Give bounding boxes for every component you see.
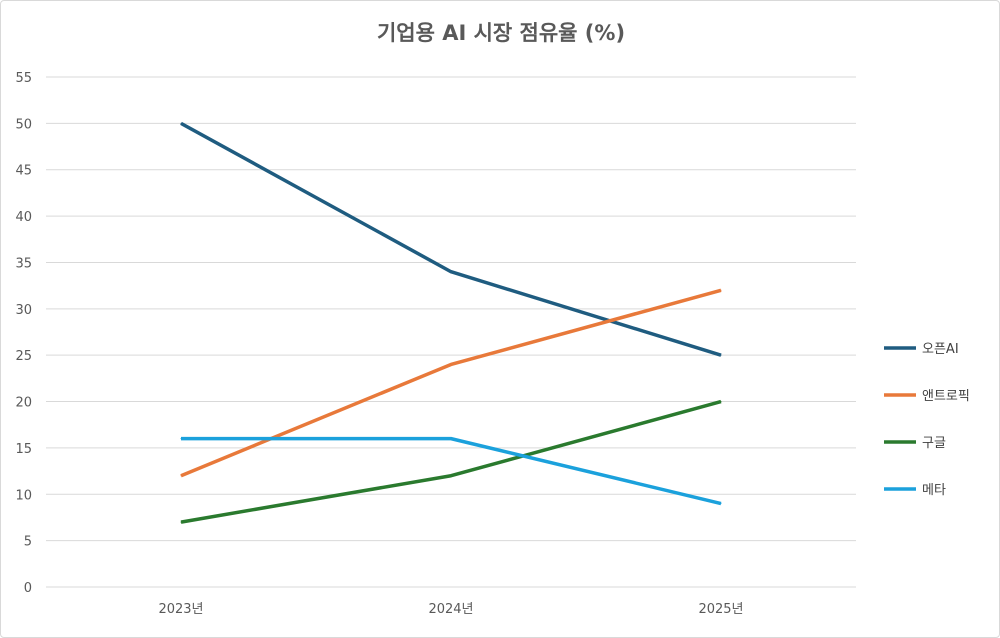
data-point bbox=[180, 122, 182, 124]
data-point bbox=[720, 354, 722, 356]
data-point bbox=[180, 521, 182, 523]
x-axis: 2023년 2024년 2025년 bbox=[158, 602, 743, 617]
y-tick-label: 50 bbox=[15, 117, 32, 132]
data-point bbox=[450, 475, 452, 477]
data-point bbox=[720, 503, 722, 505]
x-tick-label: 2024년 bbox=[428, 602, 473, 617]
y-tick-label: 35 bbox=[15, 256, 32, 271]
data-point bbox=[180, 475, 182, 477]
data-point bbox=[450, 363, 452, 365]
x-tick-label: 2025년 bbox=[698, 602, 743, 617]
y-tick-label: 45 bbox=[15, 164, 32, 179]
y-tick-label: 15 bbox=[15, 442, 32, 457]
y-tick-label: 25 bbox=[15, 349, 32, 364]
y-tick-label: 0 bbox=[24, 581, 32, 596]
y-tick-label: 40 bbox=[15, 210, 32, 225]
y-tick-label: 30 bbox=[15, 303, 32, 318]
data-point bbox=[720, 401, 722, 403]
chart-title: 기업용 AI 시장 점유율 (%) bbox=[376, 21, 626, 45]
y-tick-label: 10 bbox=[15, 488, 32, 503]
legend-label: 오픈AI bbox=[922, 342, 959, 357]
x-tick-label: 2023년 bbox=[158, 602, 203, 617]
data-point bbox=[180, 438, 182, 440]
y-tick-label: 55 bbox=[15, 71, 32, 86]
legend-label: 메타 bbox=[922, 483, 946, 498]
series-line-0 bbox=[180, 121, 722, 357]
gridlines bbox=[46, 76, 856, 588]
series-line-2 bbox=[180, 399, 722, 524]
y-tick-label: 5 bbox=[24, 535, 32, 550]
data-point bbox=[720, 289, 722, 291]
series-lines bbox=[180, 121, 722, 524]
y-tick-label: 20 bbox=[15, 396, 32, 411]
legend-label: 구글 bbox=[922, 436, 946, 451]
data-point bbox=[450, 438, 452, 440]
data-point bbox=[450, 271, 452, 273]
y-axis: 0 5 10 15 20 25 30 35 40 45 50 55 bbox=[15, 71, 32, 596]
legend-label: 앤트로픽 bbox=[922, 389, 970, 404]
